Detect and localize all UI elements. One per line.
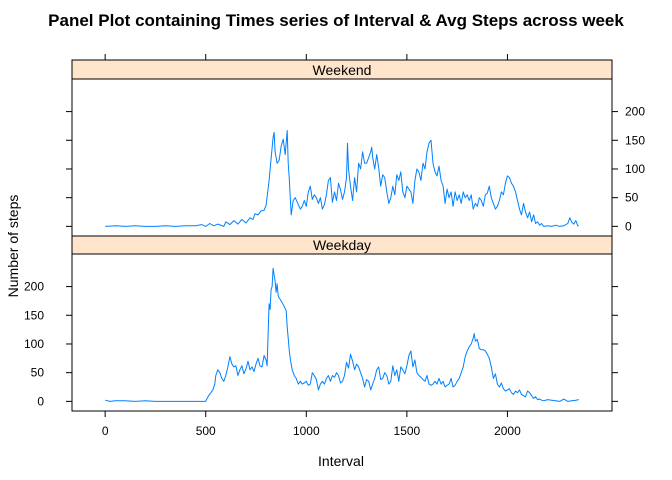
x-axis-label: Interval [318,453,364,469]
x-tick-label: 1500 [394,424,421,438]
y-axis-label: Number of steps [5,195,21,298]
weekday-y-tick-label: 200 [24,280,44,294]
x-tick-label: 0 [102,424,109,438]
weekday-y-tick-label: 0 [37,394,44,408]
chart-title: Panel Plot containing Times series of In… [48,11,624,30]
weekday-y-tick-label: 100 [24,337,44,351]
x-tick-label: 500 [196,424,216,438]
x-tick-label: 2000 [494,424,521,438]
x-tick-label: 1000 [293,424,320,438]
weekend-strip-label: Weekend [313,62,372,78]
weekend-panel-frame [71,78,613,237]
weekend-y-tick-label: 200 [625,105,645,119]
weekday-panel-frame [71,253,613,412]
weekend-y-tick-label: 150 [625,133,645,147]
weekend-y-tick-label: 100 [625,162,645,176]
weekday-strip-label: Weekday [313,237,371,253]
weekday-y-tick-label: 150 [24,308,44,322]
weekend-series-line [105,130,579,227]
weekday-series-line [105,267,579,402]
weekday-y-tick-label: 50 [31,366,45,380]
weekend-y-tick-label: 50 [625,191,639,205]
weekend-y-tick-label: 0 [625,219,632,233]
